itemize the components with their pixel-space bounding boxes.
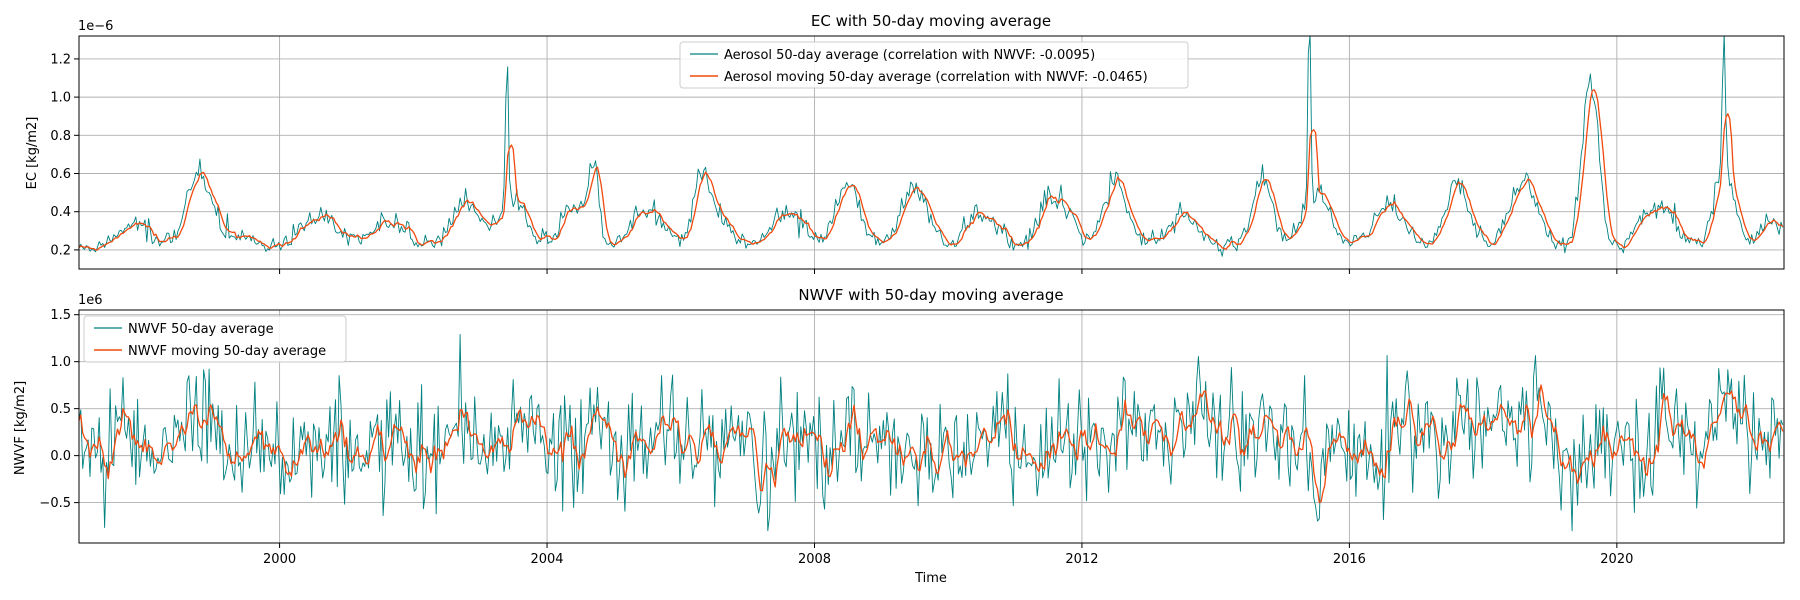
series-line-aerosol-moving bbox=[79, 89, 1784, 251]
ticks-nwvf: −0.5 0.0 0.5 1.0 1.5 2000 2004 2008 2012 2016 2020 bbox=[39, 308, 1633, 567]
x-tick-label-2020: 2020 bbox=[1600, 552, 1633, 567]
subplot-ec: EC with 50-day moving average 1e−6 EC [k… bbox=[25, 12, 1785, 274]
y-tick-label-5: 1.2 bbox=[50, 52, 71, 67]
series-line-nwvf-moving bbox=[79, 384, 1784, 504]
y-axis-label-ec: EC [kg/m2] bbox=[25, 117, 40, 190]
chart-title-ec: EC with 50-day moving average bbox=[811, 12, 1051, 30]
plot-frame-ec bbox=[78, 35, 1785, 270]
legend-label-nwvf-moving: NWVF moving 50-day average bbox=[128, 344, 326, 359]
x-tick-label-2004: 2004 bbox=[530, 552, 563, 567]
subplot-nwvf: NWVF with 50-day moving average 1e6 NWVF… bbox=[13, 286, 1785, 586]
series-line-nwvf-50day bbox=[79, 334, 1784, 532]
x-tick-label-2008: 2008 bbox=[798, 552, 831, 567]
plot-frame-nwvf bbox=[78, 309, 1785, 544]
chart-title-nwvf: NWVF with 50-day moving average bbox=[798, 286, 1063, 304]
x-tick-label-2000: 2000 bbox=[263, 552, 296, 567]
x-tick-label-2012: 2012 bbox=[1065, 552, 1098, 567]
y-offset-label-nwvf: 1e6 bbox=[78, 293, 103, 308]
legend-box-nwvf bbox=[83, 315, 347, 363]
y-tick-label-2: 0.5 bbox=[50, 402, 71, 417]
series-ec bbox=[79, 36, 1784, 257]
y-tick-label-4: 1.5 bbox=[50, 308, 71, 323]
legend-label-nwvf-50day: NWVF 50-day average bbox=[128, 322, 274, 337]
x-tick-label-2016: 2016 bbox=[1333, 552, 1366, 567]
legend-label-aerosol-moving: Aerosol moving 50-day average (correlati… bbox=[724, 70, 1148, 85]
legend-box-ec bbox=[679, 41, 1189, 89]
legend-ec: Aerosol 50-day average (correlation with… bbox=[679, 41, 1189, 89]
y-axis-label-nwvf: NWVF [kg/m2] bbox=[13, 381, 28, 475]
series-line-aerosol-50day bbox=[79, 36, 1784, 257]
legend-label-aerosol-50day: Aerosol 50-day average (correlation with… bbox=[724, 48, 1095, 63]
ticks-ec: 0.2 0.4 0.6 0.8 1.0 1.2 bbox=[50, 52, 1618, 274]
y-offset-label-ec: 1e−6 bbox=[78, 19, 113, 34]
x-axis-label-nwvf: Time bbox=[914, 571, 947, 586]
y-tick-label-0: −0.5 bbox=[39, 496, 71, 511]
series-nwvf bbox=[79, 334, 1784, 532]
legend-nwvf: NWVF 50-day average NWVF moving 50-day a… bbox=[83, 315, 347, 363]
y-tick-label-1: 0.4 bbox=[50, 205, 71, 220]
grid-ec bbox=[79, 36, 1784, 269]
y-tick-label-0: 0.2 bbox=[50, 243, 71, 258]
y-tick-label-1: 0.0 bbox=[50, 449, 71, 464]
y-tick-label-2: 0.6 bbox=[50, 167, 71, 182]
y-tick-label-3: 1.0 bbox=[50, 355, 71, 370]
y-tick-label-3: 0.8 bbox=[50, 129, 71, 144]
y-tick-label-4: 1.0 bbox=[50, 91, 71, 106]
